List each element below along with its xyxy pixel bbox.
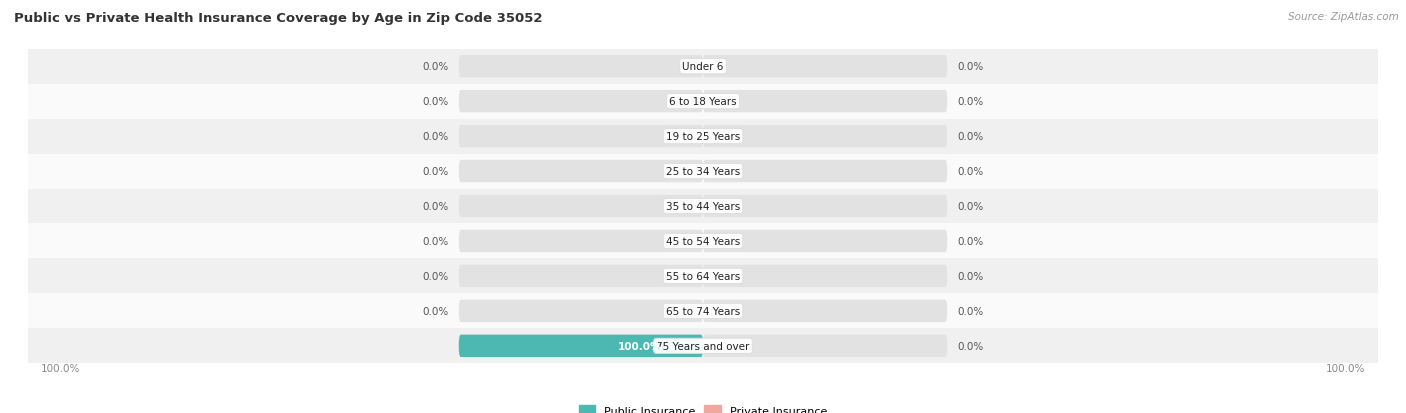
Text: 100.0%: 100.0% (41, 363, 80, 373)
FancyBboxPatch shape (458, 335, 703, 357)
Text: 0.0%: 0.0% (957, 271, 983, 281)
Bar (28, 259, 1378, 294)
Text: 35 to 44 Years: 35 to 44 Years (666, 202, 740, 211)
Bar (28, 329, 1378, 363)
Text: 65 to 74 Years: 65 to 74 Years (666, 306, 740, 316)
FancyBboxPatch shape (703, 265, 948, 287)
FancyBboxPatch shape (703, 56, 948, 78)
Text: 100.0%: 100.0% (1326, 363, 1365, 373)
Text: 0.0%: 0.0% (423, 202, 449, 211)
Text: 0.0%: 0.0% (423, 97, 449, 107)
FancyBboxPatch shape (703, 126, 948, 148)
FancyBboxPatch shape (703, 335, 948, 357)
Text: 0.0%: 0.0% (957, 202, 983, 211)
FancyBboxPatch shape (458, 265, 703, 287)
Text: 55 to 64 Years: 55 to 64 Years (666, 271, 740, 281)
FancyBboxPatch shape (458, 56, 703, 78)
Text: 0.0%: 0.0% (423, 236, 449, 247)
Text: 0.0%: 0.0% (423, 306, 449, 316)
Text: 0.0%: 0.0% (423, 166, 449, 177)
Text: 0.0%: 0.0% (423, 271, 449, 281)
Text: 75 Years and over: 75 Years and over (657, 341, 749, 351)
Text: 0.0%: 0.0% (957, 236, 983, 247)
Legend: Public Insurance, Private Insurance: Public Insurance, Private Insurance (574, 401, 832, 413)
FancyBboxPatch shape (458, 91, 703, 113)
Text: 6 to 18 Years: 6 to 18 Years (669, 97, 737, 107)
FancyBboxPatch shape (458, 230, 703, 252)
Bar (28, 84, 1378, 119)
Text: 45 to 54 Years: 45 to 54 Years (666, 236, 740, 247)
FancyBboxPatch shape (703, 195, 948, 218)
Bar (28, 154, 1378, 189)
Text: 0.0%: 0.0% (957, 166, 983, 177)
Bar (28, 224, 1378, 259)
Text: 0.0%: 0.0% (957, 97, 983, 107)
FancyBboxPatch shape (458, 195, 703, 218)
Text: 0.0%: 0.0% (957, 306, 983, 316)
FancyBboxPatch shape (458, 126, 703, 148)
Text: Under 6: Under 6 (682, 62, 724, 72)
Text: 19 to 25 Years: 19 to 25 Years (666, 132, 740, 142)
Text: Public vs Private Health Insurance Coverage by Age in Zip Code 35052: Public vs Private Health Insurance Cover… (14, 12, 543, 25)
Text: 0.0%: 0.0% (957, 62, 983, 72)
Text: 0.0%: 0.0% (957, 132, 983, 142)
FancyBboxPatch shape (458, 161, 703, 183)
Bar (28, 119, 1378, 154)
FancyBboxPatch shape (703, 300, 948, 322)
FancyBboxPatch shape (458, 335, 703, 357)
Bar (28, 294, 1378, 329)
Bar (28, 189, 1378, 224)
FancyBboxPatch shape (458, 300, 703, 322)
Text: 0.0%: 0.0% (957, 341, 983, 351)
Text: 25 to 34 Years: 25 to 34 Years (666, 166, 740, 177)
Text: 0.0%: 0.0% (423, 62, 449, 72)
FancyBboxPatch shape (703, 161, 948, 183)
Text: 100.0%: 100.0% (617, 341, 661, 351)
Bar (28, 50, 1378, 84)
FancyBboxPatch shape (703, 91, 948, 113)
Text: Source: ZipAtlas.com: Source: ZipAtlas.com (1288, 12, 1399, 22)
Text: 0.0%: 0.0% (423, 132, 449, 142)
FancyBboxPatch shape (703, 230, 948, 252)
